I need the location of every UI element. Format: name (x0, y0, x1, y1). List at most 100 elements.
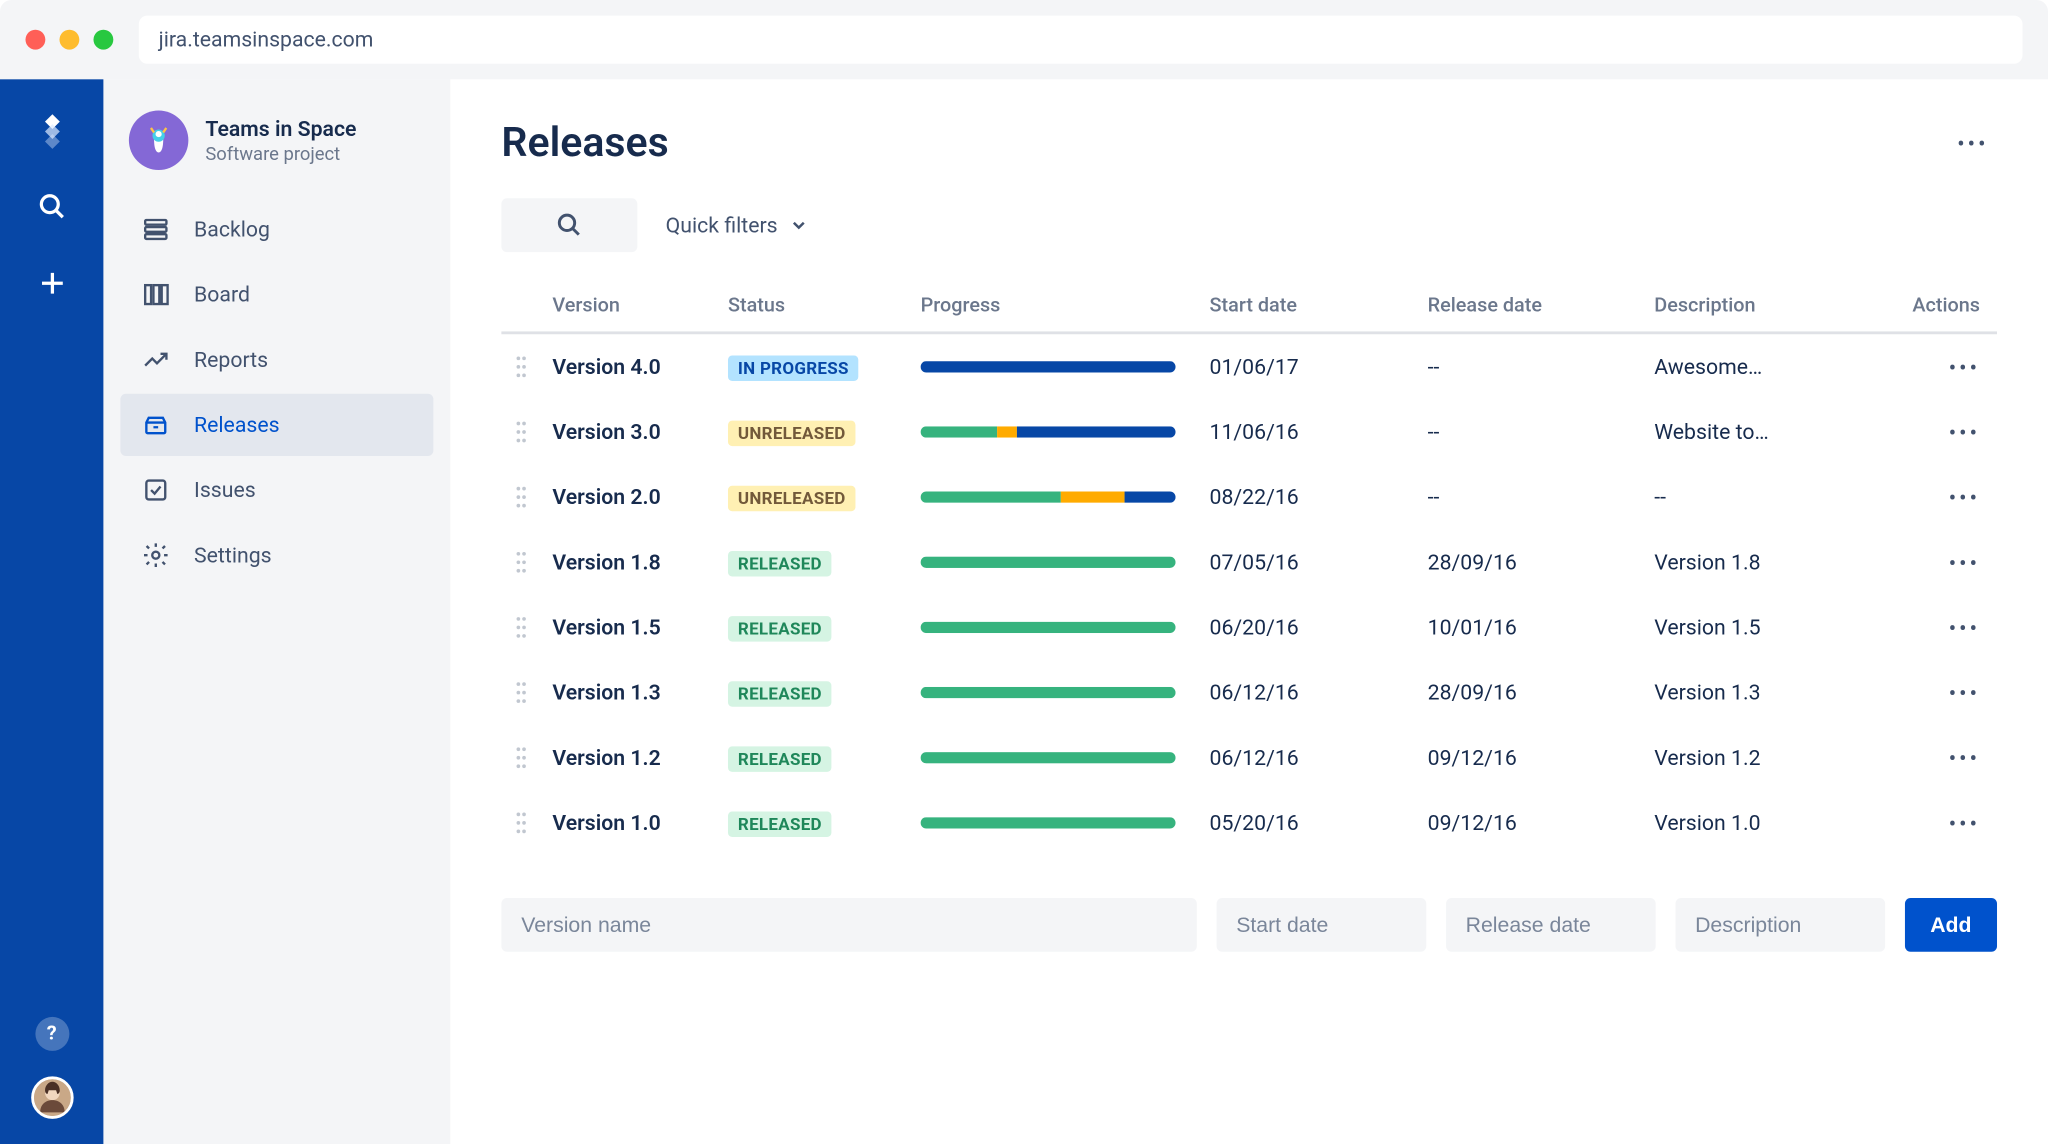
row-actions-menu[interactable] (1864, 744, 1997, 771)
status-badge: RELEASED (728, 615, 832, 640)
version-cell: Version 1.8 (541, 550, 728, 575)
start-date-cell: 06/20/16 (1210, 615, 1428, 640)
url-text: jira.teamsinspace.com (159, 27, 374, 52)
row-actions-menu[interactable] (1864, 484, 1997, 511)
progress-cell (921, 752, 1210, 763)
sidebar-item-label: Settings (194, 542, 272, 567)
release-row[interactable]: Version 1.3RELEASED06/12/1628/09/16Versi… (501, 660, 1997, 725)
header-start-date[interactable]: Start date (1210, 295, 1428, 318)
progress-bar (921, 752, 1176, 763)
status-badge: UNRELEASED (728, 485, 856, 510)
sidebar-item-label: Releases (194, 412, 280, 437)
status-cell: RELEASED (728, 614, 921, 641)
release-row[interactable]: Version 3.0UNRELEASED11/06/16--Website t… (501, 399, 1997, 464)
header-version[interactable]: Version (541, 295, 728, 318)
sidebar-item-backlog[interactable]: Backlog (120, 198, 433, 260)
reports-icon (140, 344, 171, 375)
status-cell: UNRELEASED (728, 484, 921, 511)
sidebar-item-issues[interactable]: Issues (120, 459, 433, 521)
settings-icon (140, 540, 171, 571)
header-release-date[interactable]: Release date (1428, 295, 1655, 318)
jira-logo-icon[interactable] (32, 110, 72, 150)
start-date-cell: 01/06/17 (1210, 354, 1428, 379)
project-sidebar: Teams in Space Software project Backlog B… (103, 79, 450, 1144)
sidebar-item-label: Reports (194, 347, 268, 372)
progress-bar (921, 491, 1176, 502)
status-badge: RELEASED (728, 811, 832, 836)
search-icon (555, 211, 583, 239)
board-icon (140, 279, 171, 310)
header-description[interactable]: Description (1654, 295, 1864, 318)
header-status[interactable]: Status (728, 295, 921, 318)
status-cell: RELEASED (728, 549, 921, 576)
description-cell: Version 1.3 (1654, 680, 1864, 705)
table-header: Version Status Progress Start date Relea… (501, 280, 1997, 334)
description-input[interactable] (1675, 898, 1885, 952)
version-cell: Version 4.0 (541, 354, 728, 379)
sidebar-item-label: Issues (194, 477, 256, 502)
description-cell: Version 1.0 (1654, 810, 1864, 835)
release-date-cell: 10/01/16 (1428, 615, 1655, 640)
release-date-cell: -- (1428, 419, 1655, 444)
issues-icon (140, 474, 171, 505)
sidebar-item-reports[interactable]: Reports (120, 329, 433, 391)
drag-handle-icon[interactable] (501, 355, 541, 378)
sidebar-item-releases[interactable]: Releases (120, 394, 433, 456)
status-badge: RELEASED (728, 550, 832, 575)
minimize-window-button[interactable] (59, 30, 79, 50)
sidebar-item-settings[interactable]: Settings (120, 524, 433, 586)
status-cell: RELEASED (728, 679, 921, 706)
row-actions-menu[interactable] (1864, 353, 1997, 380)
search-icon[interactable] (32, 187, 72, 227)
progress-cell (921, 817, 1210, 828)
create-icon[interactable] (32, 263, 72, 303)
maximize-window-button[interactable] (93, 30, 113, 50)
row-actions-menu[interactable] (1864, 809, 1997, 836)
main-content: Releases Quick filters Version Status Pr… (450, 79, 2048, 1144)
close-window-button[interactable] (25, 30, 45, 50)
url-bar[interactable]: jira.teamsinspace.com (139, 16, 2023, 64)
version-cell: Version 1.3 (541, 680, 728, 705)
row-actions-menu[interactable] (1864, 549, 1997, 576)
drag-handle-icon[interactable] (501, 616, 541, 639)
drag-handle-icon[interactable] (501, 421, 541, 444)
drag-handle-icon[interactable] (501, 486, 541, 509)
version-cell: Version 2.0 (541, 484, 728, 509)
page-actions-menu[interactable] (1949, 121, 1997, 165)
progress-bar (921, 622, 1176, 633)
start-date-cell: 06/12/16 (1210, 745, 1428, 770)
row-actions-menu[interactable] (1864, 679, 1997, 706)
release-date-input[interactable] (1446, 898, 1656, 952)
release-date-cell: 09/12/16 (1428, 745, 1655, 770)
start-date-cell: 06/12/16 (1210, 680, 1428, 705)
help-icon[interactable]: ? (35, 1017, 69, 1051)
user-avatar[interactable] (30, 1076, 72, 1118)
sidebar-item-label: Board (194, 282, 250, 307)
add-button[interactable]: Add (1905, 898, 1997, 952)
progress-bar (921, 426, 1176, 437)
sidebar-item-label: Backlog (194, 217, 270, 242)
quick-filters-dropdown[interactable]: Quick filters (666, 212, 809, 237)
release-row[interactable]: Version 2.0UNRELEASED08/22/16---- (501, 465, 1997, 530)
drag-handle-icon[interactable] (501, 681, 541, 704)
sidebar-item-board[interactable]: Board (120, 263, 433, 325)
row-actions-menu[interactable] (1864, 419, 1997, 446)
row-actions-menu[interactable] (1864, 614, 1997, 641)
search-input[interactable] (501, 198, 637, 252)
release-row[interactable]: Version 1.5RELEASED06/20/1610/01/16Versi… (501, 595, 1997, 660)
release-row[interactable]: Version 4.0IN PROGRESS01/06/17--Awesome… (501, 334, 1997, 399)
drag-handle-icon[interactable] (501, 551, 541, 574)
version-name-input[interactable] (501, 898, 1196, 952)
status-badge: UNRELEASED (728, 420, 856, 445)
drag-handle-icon[interactable] (501, 812, 541, 835)
progress-cell (921, 557, 1210, 568)
drag-handle-icon[interactable] (501, 746, 541, 769)
release-row[interactable]: Version 1.8RELEASED07/05/1628/09/16Versi… (501, 530, 1997, 595)
release-row[interactable]: Version 1.0RELEASED05/20/1609/12/16Versi… (501, 790, 1997, 855)
start-date-cell: 08/22/16 (1210, 484, 1428, 509)
release-date-cell: 28/09/16 (1428, 550, 1655, 575)
header-progress[interactable]: Progress (921, 295, 1210, 318)
release-row[interactable]: Version 1.2RELEASED06/12/1609/12/16Versi… (501, 725, 1997, 790)
project-header[interactable]: Teams in Space Software project (120, 110, 433, 198)
start-date-input[interactable] (1216, 898, 1426, 952)
